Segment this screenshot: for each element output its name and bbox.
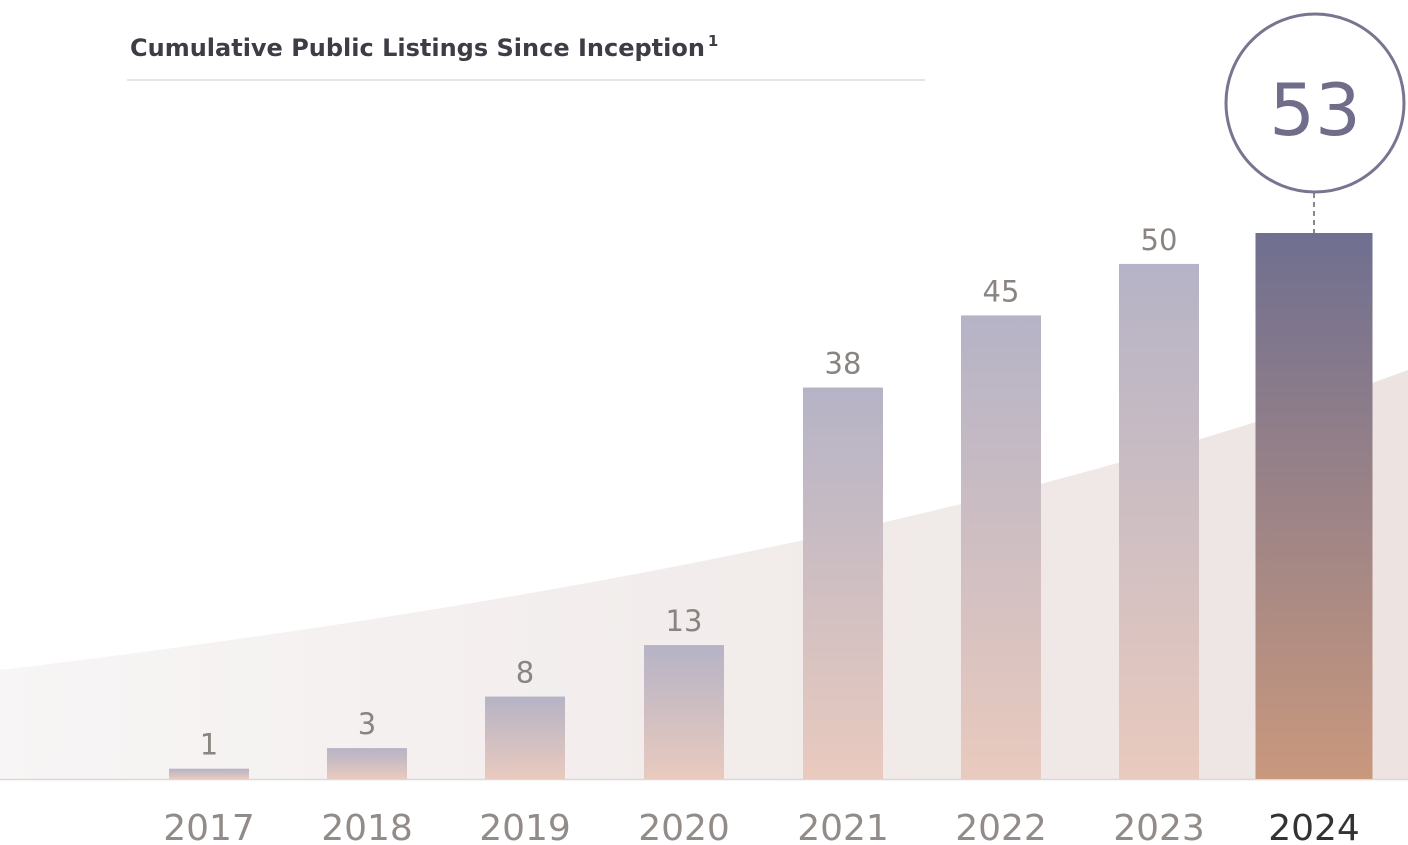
bar (169, 768, 249, 779)
x-tick-label: 2024 (1268, 808, 1360, 845)
value-label: 38 (825, 347, 862, 381)
bar (1255, 233, 1373, 779)
bar (644, 645, 724, 779)
value-label: 53 (1269, 68, 1361, 152)
x-tick-label: 2020 (638, 808, 730, 845)
chart-title: Cumulative Public Listings Since Incepti… (130, 32, 718, 62)
bar (1119, 263, 1199, 780)
title-footnote: 1 (708, 32, 718, 50)
background-area (0, 370, 1408, 779)
x-tick-label: 2018 (321, 808, 413, 845)
title-text: Cumulative Public Listings Since Incepti… (130, 34, 705, 62)
value-label: 8 (516, 656, 534, 690)
bar (961, 315, 1041, 779)
value-label: 45 (983, 274, 1020, 308)
highlight-circle (1224, 12, 1406, 194)
x-tick-label: 2022 (955, 808, 1047, 845)
value-label: 3 (358, 707, 376, 741)
x-tick-label: 2021 (797, 808, 889, 845)
bar (327, 748, 407, 779)
bar (803, 387, 883, 779)
value-label: 50 (1141, 223, 1178, 257)
x-tick-label: 2023 (1113, 808, 1205, 845)
bar (485, 696, 565, 779)
value-label: 1 (200, 728, 218, 762)
value-label: 13 (666, 604, 703, 638)
x-tick-label: 2019 (479, 808, 571, 845)
x-tick-label: 2017 (163, 808, 255, 845)
